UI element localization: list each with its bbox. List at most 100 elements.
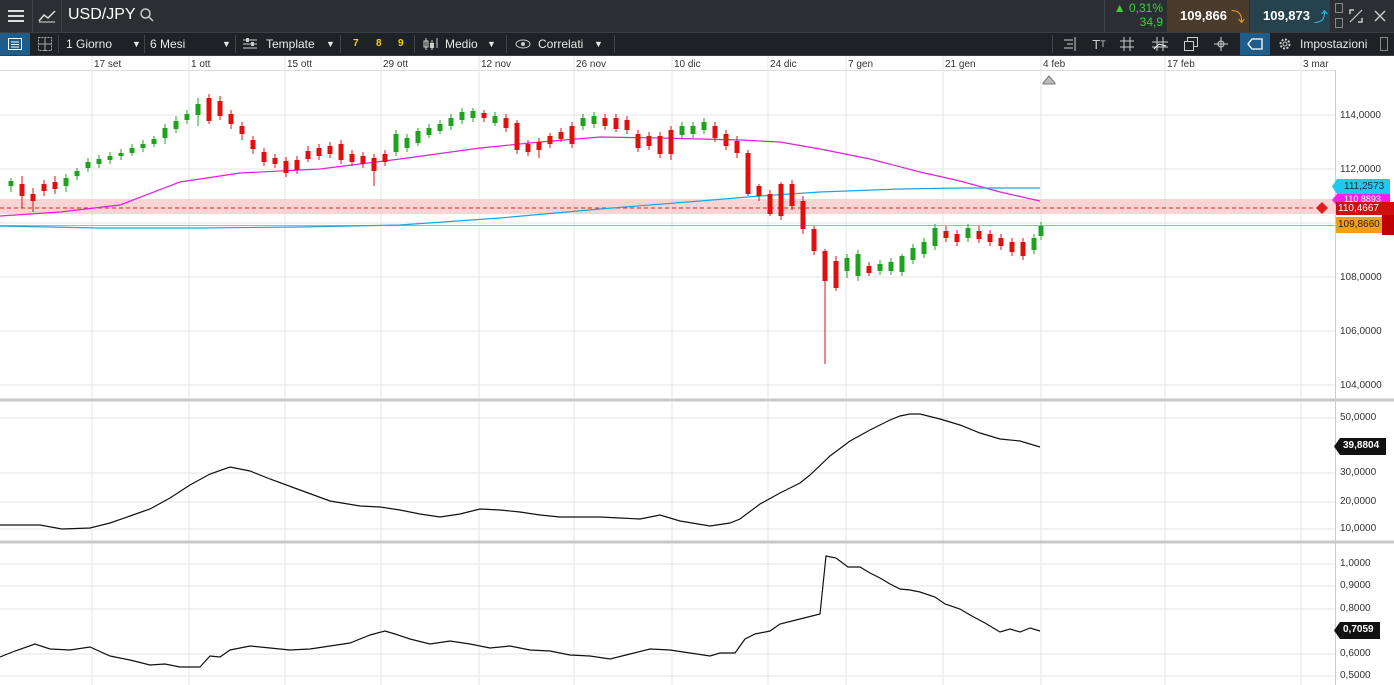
candle[interactable]	[393, 134, 399, 152]
candle[interactable]	[965, 228, 971, 238]
candle[interactable]	[305, 151, 311, 159]
candle[interactable]	[833, 261, 839, 288]
candle[interactable]	[195, 104, 201, 115]
candle[interactable]	[536, 142, 542, 150]
candle[interactable]	[349, 154, 355, 162]
settings-button[interactable]: Impostazioni	[1300, 37, 1368, 51]
candle[interactable]	[690, 126, 696, 134]
gear-icon[interactable]	[1276, 36, 1294, 52]
scroll-marker-icon[interactable]	[1042, 75, 1056, 85]
candle[interactable]	[184, 114, 190, 120]
candle[interactable]	[569, 126, 575, 144]
grid-icon[interactable]	[1118, 36, 1136, 52]
correlated-dropdown[interactable]: Correlati	[538, 37, 584, 51]
candle[interactable]	[1038, 226, 1044, 236]
candle[interactable]	[767, 194, 773, 214]
candle[interactable]	[877, 264, 883, 271]
template-dropdown[interactable]: Template	[266, 37, 315, 51]
candle[interactable]	[987, 234, 993, 242]
template-icon[interactable]	[242, 37, 258, 51]
candle[interactable]	[338, 144, 344, 160]
candle[interactable]	[151, 139, 157, 144]
candle[interactable]	[657, 136, 663, 154]
candle[interactable]	[448, 118, 454, 126]
candle[interactable]	[976, 231, 982, 239]
candle[interactable]	[624, 120, 630, 130]
candle[interactable]	[866, 266, 872, 273]
candle[interactable]	[855, 254, 861, 276]
candle[interactable]	[492, 116, 498, 123]
candle[interactable]	[921, 242, 927, 254]
fullscreen-icon[interactable]	[1346, 6, 1366, 26]
candle[interactable]	[74, 171, 80, 176]
candle[interactable]	[844, 258, 850, 271]
candle[interactable]	[646, 136, 652, 146]
alert-marker-icon[interactable]	[1316, 202, 1328, 214]
candle[interactable]	[613, 118, 619, 129]
candle[interactable]	[239, 126, 245, 134]
candle[interactable]	[30, 194, 36, 201]
candle[interactable]	[162, 128, 168, 138]
candle[interactable]	[129, 148, 135, 153]
candle[interactable]	[932, 228, 938, 246]
candle[interactable]	[316, 148, 322, 156]
candle[interactable]	[1031, 238, 1037, 250]
list-icon[interactable]	[0, 33, 30, 55]
scroll-handle-icon[interactable]	[1378, 36, 1390, 52]
candle[interactable]	[514, 123, 520, 150]
candle[interactable]	[756, 186, 762, 196]
chart-line-icon[interactable]	[33, 0, 62, 32]
symbol-title[interactable]: USD/JPY	[68, 6, 136, 23]
candle[interactable]	[228, 114, 234, 124]
candle[interactable]	[371, 158, 377, 171]
range-dropdown[interactable]: 6 Mesi	[150, 37, 186, 51]
candle[interactable]	[63, 178, 69, 186]
candle[interactable]	[547, 136, 553, 144]
candle[interactable]	[899, 256, 905, 272]
candle[interactable]	[954, 234, 960, 242]
crosshair-icon[interactable]	[1212, 36, 1230, 52]
candle[interactable]	[943, 231, 949, 238]
copy-icon[interactable]	[1182, 36, 1200, 52]
interval-dropdown[interactable]: 1 Giorno	[66, 37, 113, 51]
chevron-down-icon[interactable]: ▼	[594, 39, 603, 49]
ask-price-box[interactable]: 109,873 ⤴	[1250, 0, 1330, 32]
candle[interactable]	[602, 118, 608, 126]
candle[interactable]	[470, 111, 476, 118]
candle[interactable]	[910, 248, 916, 260]
candle[interactable]	[822, 251, 828, 281]
candle[interactable]	[261, 152, 267, 162]
crosshair-grid-icon[interactable]	[1150, 36, 1170, 52]
window-control-icon[interactable]	[1334, 2, 1344, 14]
candle[interactable]	[41, 184, 47, 191]
candle[interactable]	[503, 118, 509, 128]
candle[interactable]	[272, 158, 278, 164]
chevron-down-icon[interactable]: ▼	[132, 39, 141, 49]
candle[interactable]	[745, 153, 751, 194]
close-icon[interactable]	[1370, 6, 1390, 26]
candle[interactable]	[250, 140, 256, 149]
eye-icon[interactable]	[514, 37, 532, 51]
candle[interactable]	[778, 184, 784, 216]
candle[interactable]	[85, 162, 91, 168]
chart-style-dropdown[interactable]: Medio	[445, 37, 478, 51]
ask-price[interactable]: 109,873	[1263, 8, 1310, 23]
candle[interactable]	[52, 182, 58, 189]
candle[interactable]	[635, 134, 641, 148]
candle[interactable]	[1009, 242, 1015, 252]
candle[interactable]	[668, 130, 674, 154]
candle[interactable]	[96, 159, 102, 164]
candle[interactable]	[294, 160, 300, 170]
candle[interactable]	[811, 229, 817, 251]
candle[interactable]	[591, 116, 597, 124]
window-control-icon[interactable]	[1334, 17, 1344, 29]
candle[interactable]	[1020, 242, 1026, 256]
candle[interactable]	[173, 121, 179, 129]
bid-price[interactable]: 109,866	[1180, 8, 1227, 23]
candle[interactable]	[525, 144, 531, 152]
chevron-down-icon[interactable]: ▼	[222, 39, 231, 49]
candle[interactable]	[404, 138, 410, 148]
candle[interactable]	[437, 124, 443, 131]
candle[interactable]	[734, 141, 740, 153]
align-icon[interactable]	[1060, 36, 1078, 52]
